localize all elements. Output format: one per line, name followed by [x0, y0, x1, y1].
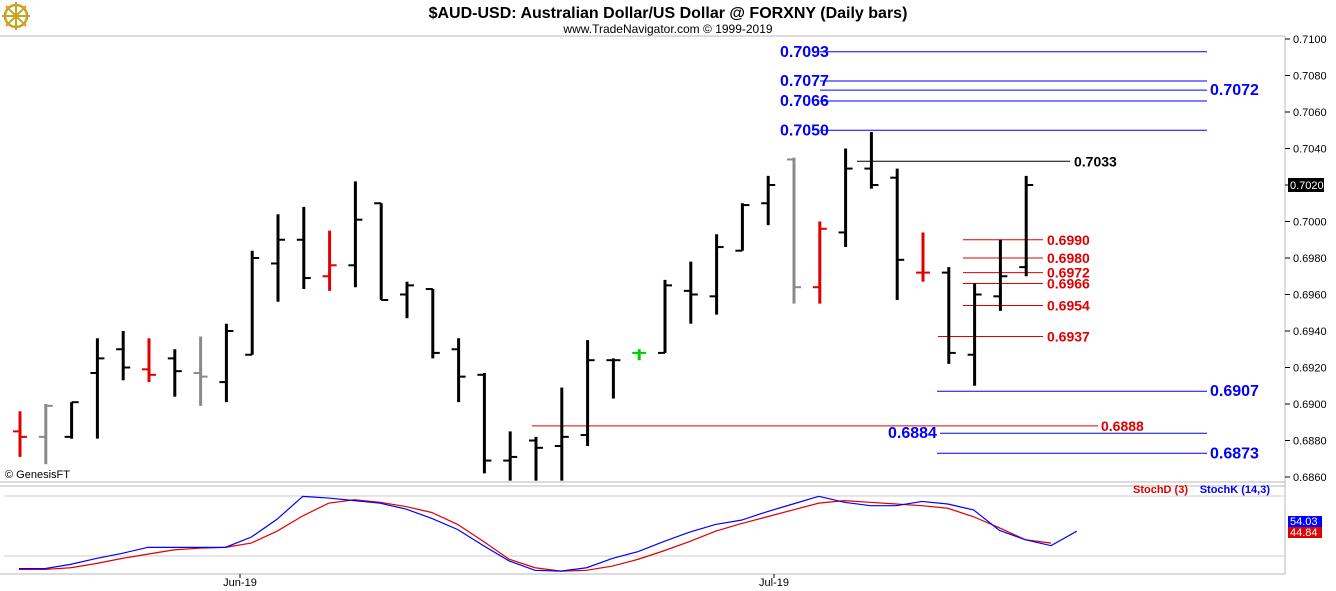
ohlc-bar	[683, 261, 698, 324]
ohlc-bar	[38, 404, 53, 465]
ohlc-bar	[477, 372, 492, 474]
ohlc-bar	[271, 214, 285, 302]
ohlc-bar	[787, 157, 801, 304]
ohlc-bar	[709, 234, 724, 315]
price-axis-label: 0.7080	[1293, 71, 1327, 83]
ohlc-bar	[64, 401, 79, 439]
stoch-k-value-box	[1288, 516, 1322, 527]
stoch-k-legend: StochK (14,3)	[1200, 484, 1271, 496]
ohlc-bar	[451, 338, 466, 403]
ohlc-bar	[193, 336, 208, 406]
ohlc-bar	[554, 387, 569, 481]
ohlc-bar	[219, 323, 234, 403]
ohlc-bar	[167, 349, 182, 397]
price-axis-label: 0.6900	[1293, 399, 1327, 411]
ohlc-bar	[322, 230, 337, 291]
ohlc-bar	[245, 250, 260, 356]
price-levels: 0.7093 0.7077 0.7072 0.7066 0.7050 0.7033 0.69…	[532, 44, 1259, 462]
price-axis-label: 0.7000	[1293, 217, 1327, 229]
level-label: 0.6972	[1047, 265, 1090, 281]
level-label: 0.7093	[780, 44, 829, 61]
stoch-k-value: 54.03	[1290, 516, 1318, 528]
stoch-d-line	[19, 499, 1052, 572]
ohlc-bar	[967, 283, 982, 386]
ohlc-bar	[425, 288, 440, 359]
ohlc-bar	[890, 168, 905, 300]
level-label: 0.6954	[1047, 297, 1090, 313]
level-label: 0.6937	[1047, 328, 1090, 344]
level-label: 0.6888	[1101, 418, 1144, 434]
chart-subtitle: www.TradeNavigator.com © 1999-2019	[562, 22, 772, 36]
ohlc-bar	[116, 331, 131, 381]
level-label: 0.7072	[1210, 82, 1259, 99]
ohlc-bar	[348, 181, 363, 288]
ohlc-bar	[993, 239, 1008, 311]
price-axis-label: 0.7060	[1293, 107, 1327, 119]
ohlc-bar	[812, 221, 827, 304]
price-axis: 0.7100 0.7080 0.7060 0.7040 0.7020 0.7000 0.69…	[1285, 34, 1327, 484]
ohlc-bar	[90, 338, 105, 439]
price-axis-label: 0.6940	[1293, 326, 1327, 338]
ship-wheel-logo-icon	[2, 2, 30, 30]
price-axis-label: 0.7040	[1293, 144, 1327, 156]
ohlc-bar	[374, 202, 389, 301]
ohlc-bar	[142, 338, 156, 383]
price-bars	[13, 132, 1034, 481]
level-label: 0.6990	[1047, 232, 1090, 248]
price-axis-label: 0.6980	[1293, 253, 1327, 265]
ohlc-bar	[941, 267, 956, 364]
ohlc-bar	[529, 436, 543, 481]
ohlc-bar	[13, 411, 27, 457]
date-axis-label: Jul-19	[759, 577, 789, 589]
stoch-k-line	[19, 495, 1078, 572]
ohlc-bar	[606, 358, 621, 399]
ohlc-bar	[761, 175, 776, 226]
ohlc-bar	[580, 340, 595, 446]
ohlc-bar	[1019, 175, 1034, 277]
date-axis: Jun-19 Jul-19	[223, 574, 789, 589]
price-axis-label: 0.6880	[1293, 436, 1327, 448]
date-axis-label: Jun-19	[223, 577, 257, 589]
ohlc-bar	[916, 232, 930, 282]
level-label: 0.6873	[1210, 445, 1259, 462]
ohlc-bar	[503, 431, 518, 481]
last-price-marker	[1288, 178, 1324, 192]
level-label: 0.7066	[780, 93, 829, 110]
price-axis-label: 0.7100	[1293, 34, 1327, 46]
price-axis-label: 0.6860	[1293, 472, 1327, 484]
ohlc-bar	[838, 148, 853, 248]
price-axis-label: 0.6960	[1293, 290, 1327, 302]
last-price-label: 0.7020	[1290, 180, 1324, 192]
chart-title: $AUD-USD: Australian Dollar/US Dollar @ …	[429, 5, 908, 22]
level-label: 0.7033	[1074, 153, 1117, 169]
ohlc-bar	[735, 203, 750, 252]
stoch-d-value: 44.84	[1290, 527, 1318, 539]
level-label: 0.6884	[888, 425, 937, 442]
ohlc-bar	[296, 206, 311, 290]
level-label: 0.6907	[1210, 383, 1259, 400]
price-axis-label: 0.6920	[1293, 363, 1327, 375]
ohlc-bar	[864, 132, 879, 189]
level-label: 0.7077	[780, 73, 829, 90]
ohlc-bar	[632, 349, 647, 361]
stoch-d-value-box	[1288, 527, 1322, 538]
level-label: 0.7050	[780, 122, 829, 139]
genesis-credit: © GenesisFT	[5, 469, 70, 481]
level-label: 0.6980	[1047, 250, 1090, 266]
level-label: 0.6966	[1047, 276, 1090, 292]
stoch-d-legend: StochD (3)	[1133, 484, 1188, 496]
ohlc-bar	[400, 281, 414, 319]
ohlc-bar	[658, 279, 672, 354]
